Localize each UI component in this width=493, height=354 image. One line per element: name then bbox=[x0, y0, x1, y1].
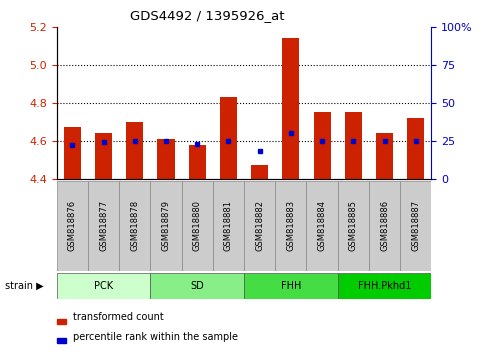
Bar bbox=[126, 122, 143, 179]
Bar bbox=[57, 181, 88, 271]
Bar bbox=[338, 273, 431, 299]
Bar bbox=[88, 181, 119, 271]
Bar bbox=[376, 133, 393, 179]
Bar bbox=[213, 181, 244, 271]
Text: GSM818887: GSM818887 bbox=[411, 200, 420, 251]
Text: GSM818884: GSM818884 bbox=[317, 200, 326, 251]
Text: percentile rank within the sample: percentile rank within the sample bbox=[73, 332, 238, 342]
Text: FHH.Pkhd1: FHH.Pkhd1 bbox=[358, 281, 411, 291]
Bar bbox=[314, 112, 331, 179]
Bar bbox=[95, 133, 112, 179]
Bar bbox=[150, 181, 181, 271]
Text: FHH: FHH bbox=[281, 281, 301, 291]
Bar bbox=[64, 127, 81, 179]
Text: SD: SD bbox=[190, 281, 204, 291]
Bar bbox=[244, 181, 275, 271]
Bar bbox=[407, 118, 424, 179]
Bar bbox=[307, 181, 338, 271]
Bar bbox=[244, 273, 338, 299]
Text: GSM818877: GSM818877 bbox=[99, 200, 108, 251]
Text: GSM818880: GSM818880 bbox=[193, 200, 202, 251]
Bar bbox=[282, 38, 299, 179]
Text: GSM818878: GSM818878 bbox=[130, 200, 139, 251]
Text: GSM818881: GSM818881 bbox=[224, 200, 233, 251]
Text: GSM818879: GSM818879 bbox=[162, 200, 171, 251]
Bar bbox=[189, 144, 206, 179]
Text: GSM818883: GSM818883 bbox=[286, 200, 295, 251]
Text: GSM818876: GSM818876 bbox=[68, 200, 77, 251]
Bar bbox=[369, 181, 400, 271]
Bar bbox=[338, 181, 369, 271]
Text: strain ▶: strain ▶ bbox=[5, 281, 43, 291]
Text: transformed count: transformed count bbox=[73, 312, 164, 322]
Bar bbox=[57, 273, 150, 299]
Bar bbox=[119, 181, 150, 271]
Bar bbox=[345, 112, 362, 179]
Bar bbox=[220, 97, 237, 179]
Bar bbox=[181, 181, 213, 271]
Bar bbox=[150, 273, 244, 299]
Bar bbox=[157, 139, 175, 179]
Bar bbox=[251, 165, 268, 179]
Text: GSM818882: GSM818882 bbox=[255, 200, 264, 251]
Text: GSM818885: GSM818885 bbox=[349, 200, 358, 251]
Text: GDS4492 / 1395926_at: GDS4492 / 1395926_at bbox=[130, 9, 284, 22]
Bar bbox=[275, 181, 307, 271]
Text: GSM818886: GSM818886 bbox=[380, 200, 389, 251]
Bar bbox=[400, 181, 431, 271]
Text: PCK: PCK bbox=[94, 281, 113, 291]
